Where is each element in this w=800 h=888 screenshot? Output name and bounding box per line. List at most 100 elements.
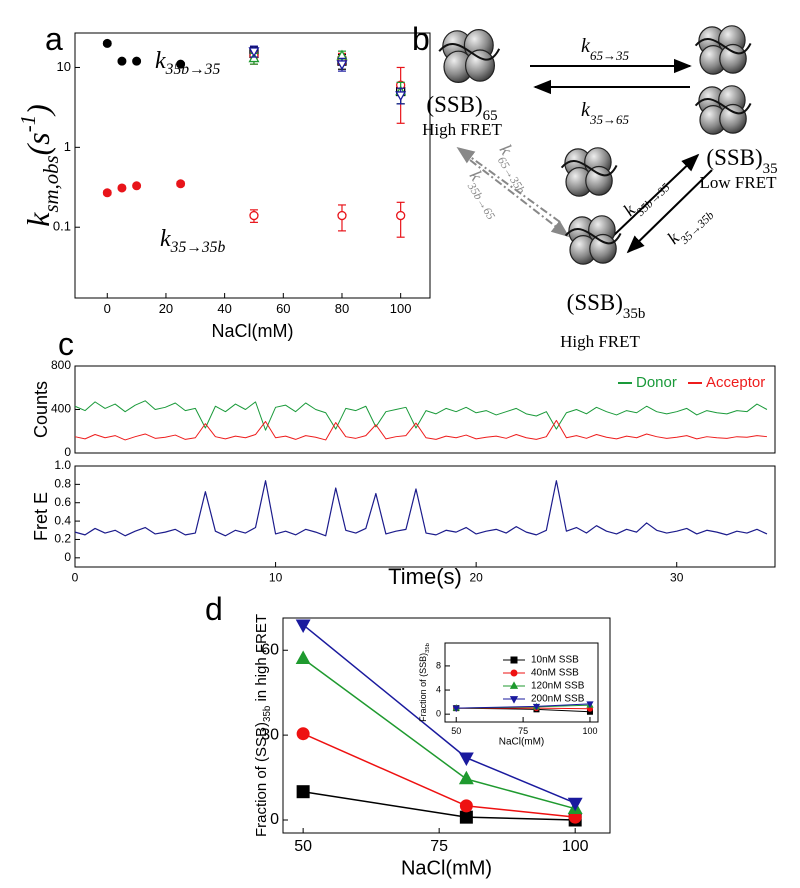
state-fret: High FRET xyxy=(422,120,502,139)
rate-label: k35→35b xyxy=(663,199,716,251)
text-part: 35b→35 xyxy=(165,61,221,78)
text-part: 35b xyxy=(623,306,645,322)
marker xyxy=(132,56,142,66)
state-diagram: (SSB)65 High FRET (SSB)35 Low FRET (SSB)… xyxy=(422,25,778,351)
series-line xyxy=(303,790,576,821)
panel-label: b xyxy=(412,21,430,57)
ssb-tetramer xyxy=(694,25,752,75)
ssb-subunit xyxy=(465,49,496,82)
y-axis-label: Fraction of (SSB)35b in high FRET xyxy=(253,614,273,837)
x-tick-label: 0 xyxy=(72,570,79,584)
text-part: Fraction of (SSB) xyxy=(418,653,428,722)
rate-label: k35b→65 xyxy=(461,167,509,222)
text-part: sm,obs xyxy=(40,155,63,212)
x-tick-label: 50 xyxy=(294,838,312,855)
text-part: 35b xyxy=(262,705,273,722)
x-tick-label: 100 xyxy=(582,726,597,736)
rate-label: k35→65 xyxy=(581,99,629,127)
dna-strand xyxy=(564,228,622,245)
text-part: k xyxy=(581,99,591,121)
marker xyxy=(296,785,310,799)
x-axis-label: NaCl(mM) xyxy=(401,857,492,879)
dna-strand xyxy=(438,43,501,61)
marker xyxy=(337,210,347,221)
ssb-subunit xyxy=(719,103,747,134)
text-part: (SSB) xyxy=(426,92,482,117)
text-part: 35b xyxy=(425,643,431,653)
plot-frame xyxy=(444,642,599,723)
marker xyxy=(458,770,474,785)
text-part: 35→35b xyxy=(170,239,226,256)
state-fret: High FRET xyxy=(560,332,640,351)
marker xyxy=(296,727,310,741)
marker xyxy=(176,59,186,69)
arrow xyxy=(456,146,561,223)
x-tick-label: 75 xyxy=(430,838,448,855)
panel-label: a xyxy=(45,21,63,57)
x-tick-label: 0 xyxy=(104,301,111,316)
ssb-subunit xyxy=(589,233,617,264)
text-part: 35→35b xyxy=(677,208,716,247)
ssb-subunit xyxy=(719,43,747,74)
text-part: k xyxy=(20,212,56,227)
marker xyxy=(509,696,519,704)
marker xyxy=(509,681,519,689)
series-line xyxy=(74,400,768,431)
series-line xyxy=(74,419,768,441)
y-tick-label: 0.8 xyxy=(54,477,71,491)
y-tick-label: 800 xyxy=(51,358,71,372)
ssb-subunit xyxy=(585,165,613,196)
y-tick-label: 60 xyxy=(261,641,279,658)
marker xyxy=(510,656,518,664)
marker xyxy=(586,701,594,708)
state-name: (SSB)35 xyxy=(706,145,777,177)
marker xyxy=(295,650,311,665)
arrow xyxy=(469,159,570,238)
text-part: 65→35b xyxy=(495,154,528,196)
x-tick-label: 60 xyxy=(276,301,290,316)
text-part: ) xyxy=(20,104,56,117)
marker xyxy=(395,91,407,102)
x-tick-label: 20 xyxy=(159,301,173,316)
series-line xyxy=(74,480,768,537)
marker xyxy=(336,60,348,71)
marker xyxy=(452,705,460,713)
plot-frame xyxy=(282,617,611,834)
ssb-tetramer xyxy=(564,215,622,265)
x-tick-label: 80 xyxy=(335,301,349,316)
ssb-tetramer xyxy=(438,29,501,84)
y-tick-label: 0 xyxy=(64,445,71,459)
marker xyxy=(532,703,541,711)
plot-frame xyxy=(74,465,776,568)
state-fret: Low FRET xyxy=(700,173,778,192)
legend-label: 120nM SSB xyxy=(531,681,585,692)
text-part: Fraction of (SSB) xyxy=(253,722,270,837)
y-axis-label: Counts xyxy=(31,381,51,438)
x-tick-label: 30 xyxy=(670,570,684,584)
rate-label: k65→35b xyxy=(491,141,539,196)
legend-label: Acceptor xyxy=(706,374,765,391)
marker xyxy=(510,669,518,677)
state-name: (SSB)35b xyxy=(567,290,646,322)
panel-label: c xyxy=(58,326,74,362)
text-part: 35→65 xyxy=(589,112,630,127)
text-part: k xyxy=(160,226,171,252)
state-name: (SSB)65 xyxy=(426,92,497,124)
legend-label: 200nM SSB xyxy=(531,694,585,705)
dna-strand xyxy=(694,38,752,55)
y-tick-label: 1.0 xyxy=(54,458,71,472)
marker xyxy=(102,188,112,198)
arrow xyxy=(626,169,713,254)
y-tick-label: 4 xyxy=(436,684,441,694)
y-axis-label: ksm,obs(s-1) xyxy=(17,104,63,227)
text-part: (SSB) xyxy=(706,145,762,170)
y-axis-label: Fret E xyxy=(31,492,51,541)
marker xyxy=(567,797,583,812)
x-axis-label: NaCl(mM) xyxy=(499,737,545,748)
y-tick-label: 0.6 xyxy=(54,495,71,509)
x-axis-label: NaCl(mM) xyxy=(212,321,294,341)
text-part: (SSB) xyxy=(567,290,623,315)
x-axis-label: Time(s) xyxy=(388,564,462,589)
x-tick-label: 20 xyxy=(469,570,483,584)
